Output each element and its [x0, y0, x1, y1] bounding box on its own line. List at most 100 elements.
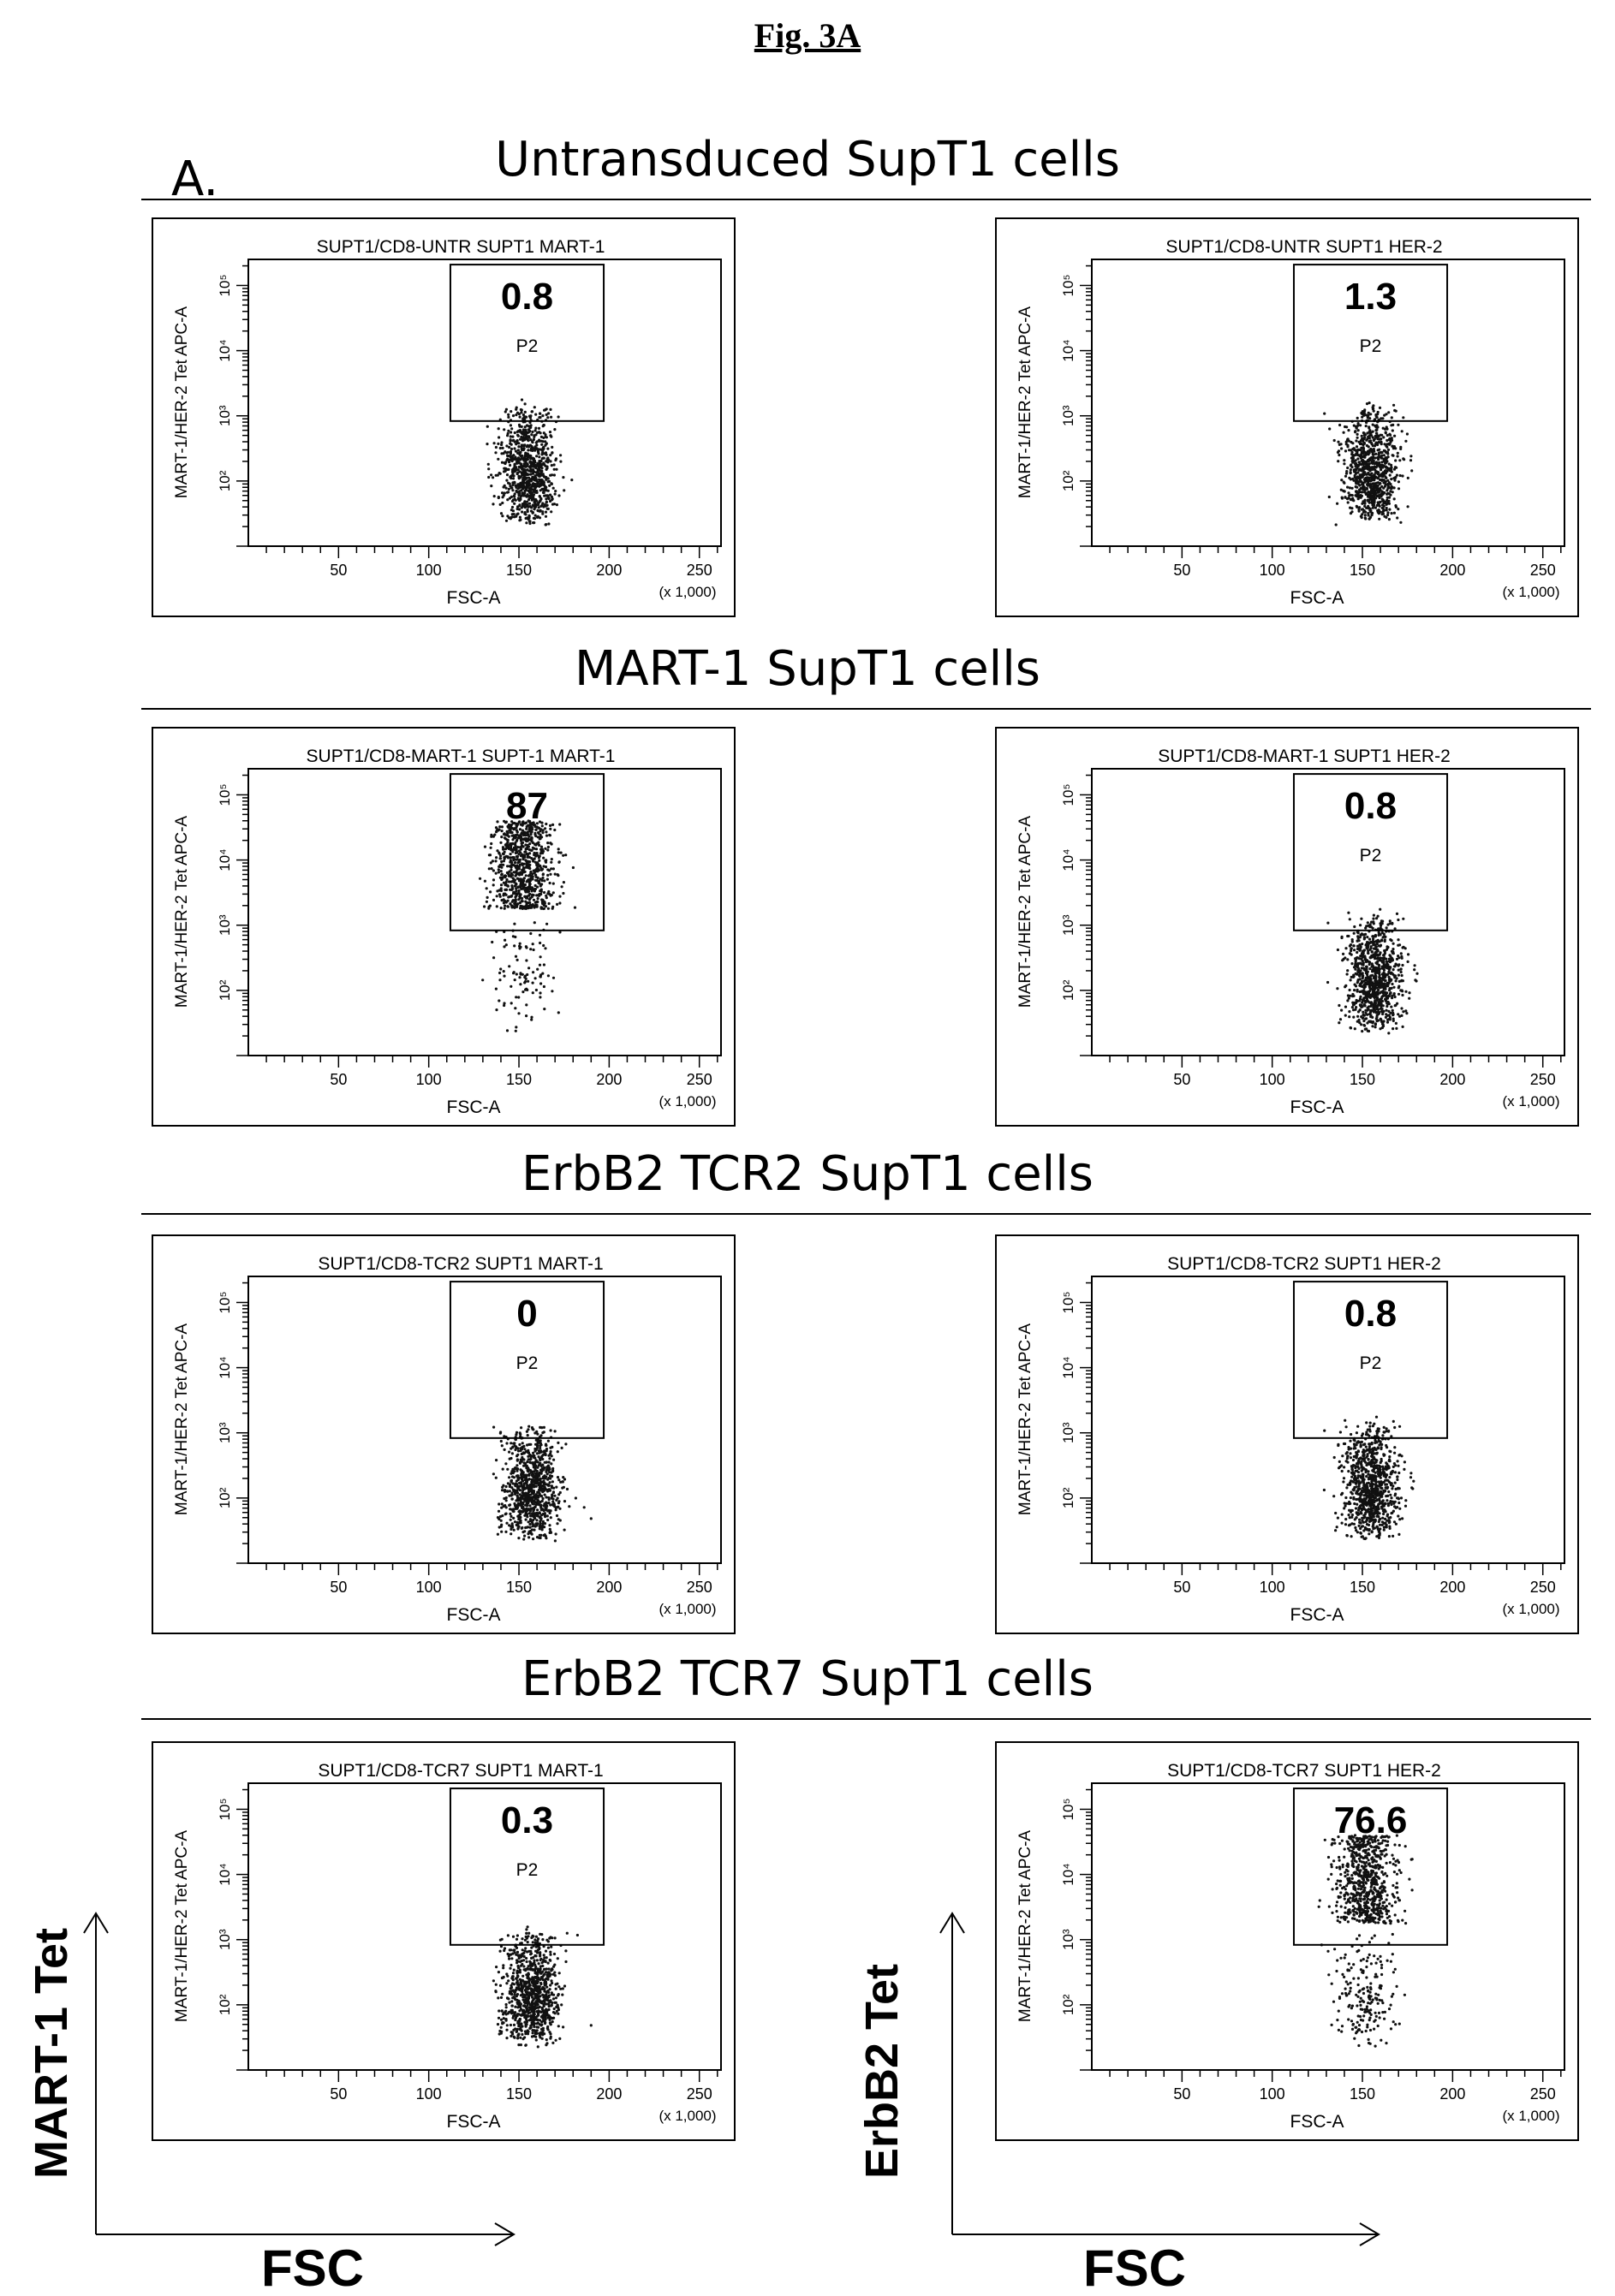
- data-point: [551, 445, 554, 449]
- data-point: [547, 479, 551, 483]
- data-point: [548, 1467, 551, 1471]
- row-title-4: ErbB2 TCR7 SupT1 cells: [521, 1651, 1094, 1707]
- data-point: [544, 865, 548, 869]
- data-point: [1365, 925, 1368, 928]
- data-point: [526, 1443, 529, 1447]
- data-point: [490, 867, 493, 871]
- data-point: [1368, 1011, 1373, 1014]
- data-point: [537, 831, 540, 835]
- data-point: [1367, 960, 1370, 963]
- data-point: [1358, 943, 1362, 947]
- data-point: [1362, 937, 1367, 940]
- data-point: [1390, 466, 1393, 469]
- data-point: [1385, 457, 1388, 461]
- data-point: [521, 510, 524, 514]
- data-point: [521, 1491, 525, 1495]
- data-point: [1366, 943, 1370, 946]
- data-point: [548, 834, 552, 837]
- data-point: [1376, 481, 1380, 485]
- data-point: [521, 443, 525, 447]
- data-point: [551, 882, 555, 885]
- data-point: [1385, 425, 1388, 429]
- data-point: [544, 1508, 547, 1512]
- data-point: [1392, 942, 1395, 945]
- data-point: [505, 458, 509, 462]
- data-point: [1377, 985, 1380, 989]
- data-point: [533, 1517, 537, 1520]
- data-point: [1397, 973, 1400, 977]
- data-point: [1387, 411, 1391, 414]
- data-point: [525, 461, 528, 465]
- data-point: [545, 497, 548, 501]
- data-point: [518, 942, 521, 945]
- data-point: [518, 1461, 522, 1465]
- gate-name-label: P2: [516, 1353, 539, 1373]
- data-point: [525, 1450, 528, 1454]
- data-point: [500, 872, 504, 876]
- data-point: [514, 1507, 517, 1510]
- data-point: [522, 834, 526, 837]
- data-point: [1372, 438, 1375, 443]
- x-tick-label: 150: [1350, 1579, 1375, 1596]
- y-axis-label: MART-1/HER-2 Tet APC-A: [1016, 306, 1034, 499]
- data-point: [1356, 480, 1360, 484]
- data-point: [1374, 434, 1377, 438]
- data-point: [529, 1454, 533, 1458]
- y-tick-label: 10⁵: [217, 783, 233, 806]
- data-point: [1394, 979, 1397, 983]
- data-point: [1363, 504, 1367, 509]
- data-point: [1386, 492, 1389, 496]
- data-point: [1378, 478, 1382, 482]
- data-point: [1336, 948, 1339, 952]
- data-point: [546, 892, 550, 895]
- data-point: [525, 1014, 528, 1018]
- data-point: [1340, 935, 1344, 938]
- data-point: [524, 900, 527, 903]
- data-point: [542, 483, 545, 486]
- data-point: [549, 493, 552, 497]
- data-point: [1403, 947, 1407, 950]
- data-point: [510, 864, 514, 867]
- data-point: [499, 1519, 503, 1522]
- x-axis-unit: (x 1,000): [659, 1093, 716, 1109]
- data-point: [1378, 448, 1381, 451]
- data-point: [1364, 460, 1368, 464]
- data-point: [1406, 505, 1409, 509]
- data-point: [553, 1539, 557, 1543]
- data-point: [532, 1483, 535, 1486]
- data-point: [527, 445, 531, 449]
- data-point: [545, 460, 548, 463]
- data-point: [510, 1452, 515, 1455]
- data-point: [541, 898, 545, 901]
- data-point: [554, 1508, 557, 1512]
- data-point: [509, 1503, 512, 1507]
- data-point: [562, 854, 565, 857]
- data-point: [1347, 911, 1350, 914]
- data-point: [518, 901, 522, 905]
- data-point: [1360, 456, 1363, 460]
- data-point: [1399, 952, 1403, 955]
- data-point: [510, 468, 515, 472]
- data-point: [1395, 473, 1398, 477]
- data-point: [533, 889, 537, 893]
- data-point: [539, 906, 543, 909]
- data-point: [1351, 442, 1355, 445]
- data-point: [498, 446, 502, 450]
- data-point: [1375, 1015, 1379, 1019]
- data-point: [519, 475, 522, 479]
- data-point: [1350, 463, 1353, 467]
- x-axis-unit: (x 1,000): [1502, 584, 1559, 600]
- data-point: [501, 1467, 504, 1471]
- data-point: [537, 893, 540, 897]
- data-point: [548, 881, 551, 885]
- data-point: [1387, 496, 1392, 499]
- data-point: [556, 1522, 559, 1526]
- data-point: [502, 863, 505, 866]
- data-point: [529, 424, 533, 427]
- data-point: [501, 1514, 504, 1518]
- data-point: [533, 434, 536, 437]
- data-point: [531, 858, 534, 861]
- data-point: [531, 472, 535, 475]
- x-tick-label: 100: [1260, 1579, 1285, 1596]
- data-point: [1358, 999, 1362, 1002]
